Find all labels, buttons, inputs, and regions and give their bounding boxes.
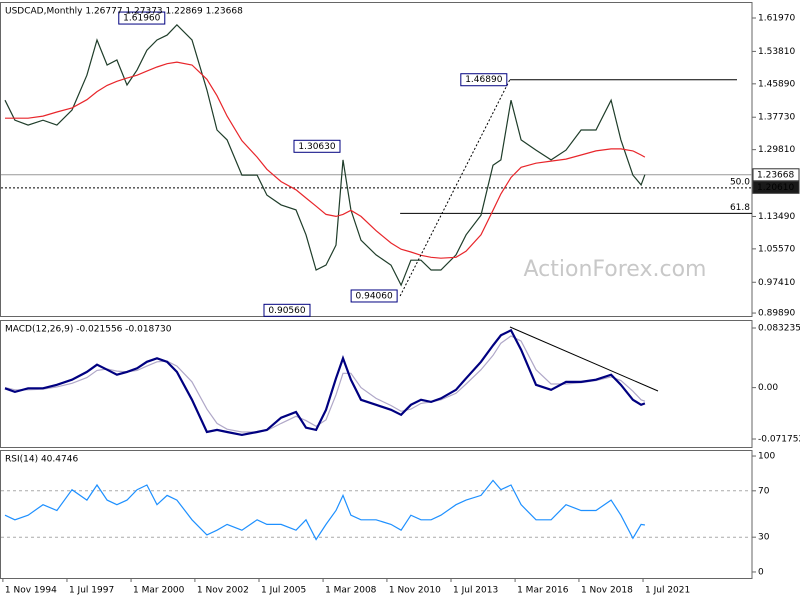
y-tick-label: 1.37730 — [758, 113, 795, 123]
series-line — [4, 328, 646, 437]
y-tick-label: 1.13490 — [758, 212, 795, 222]
price-label-box — [752, 180, 800, 194]
price-label-box — [752, 168, 800, 182]
panel-title: MACD(12,26,9) -0.021556 -0.018730 — [5, 325, 172, 335]
macd-trend-line — [509, 326, 659, 392]
annotation-label: 0.94060 — [356, 291, 393, 301]
panel-frame — [0, 2, 753, 317]
y-tick-label: 30 — [758, 533, 770, 543]
trend-line — [399, 79, 511, 297]
panel-frame — [0, 450, 753, 579]
y-tick-label: -0.071752 — [758, 435, 800, 445]
price-label: 1.23668 — [757, 170, 794, 180]
panel-frame — [0, 320, 753, 448]
annotation-box — [293, 139, 341, 153]
y-tick-label: 0 — [758, 567, 764, 577]
x-tick-label: 1 Jul 2021 — [645, 586, 690, 596]
x-tick-label: 1 Nov 1994 — [5, 586, 57, 596]
series-line — [5, 61, 646, 259]
y-tick-label: 1.29810 — [758, 145, 795, 155]
x-tick-label: 1 Jul 2005 — [261, 586, 306, 596]
y-tick-label: 100 — [758, 452, 775, 462]
annotation-label: 1.30630 — [298, 142, 335, 152]
series-line — [4, 23, 646, 287]
annotation-box — [460, 73, 508, 87]
y-tick-label: 0.083235 — [758, 323, 800, 333]
y-tick-label: 1.05570 — [758, 244, 795, 254]
annotation-label: 1.61960 — [123, 14, 160, 24]
annotation-box — [350, 289, 398, 303]
annotation-box — [118, 11, 166, 25]
annotation-label: 1.46890 — [465, 75, 502, 85]
x-tick-label: 1 Jul 2013 — [453, 586, 498, 596]
x-tick-label: 1 Nov 2018 — [581, 586, 633, 596]
x-tick-label: 1 Mar 2016 — [517, 586, 569, 596]
y-tick-label: 0.89890 — [758, 309, 795, 319]
y-tick-label: 70 — [758, 486, 770, 496]
y-tick-label: 0.97410 — [758, 278, 795, 288]
price-label: 1.20610 — [757, 183, 794, 193]
x-tick-label: 1 Nov 2002 — [197, 586, 249, 596]
y-tick-label: 1.53810 — [758, 47, 795, 57]
series-line — [4, 335, 646, 433]
x-tick-label: 1 Mar 2000 — [133, 586, 185, 596]
panel-title: RSI(14) 40.4746 — [5, 455, 78, 465]
x-tick-label: 1 Nov 2010 — [389, 586, 441, 596]
series-line — [4, 479, 645, 541]
x-tick-label: 1 Jul 1997 — [69, 586, 114, 596]
y-tick-label: 1.61970 — [758, 14, 795, 24]
panel-title: USDCAD,Monthly 1.26777 1.27373 1.22869 1… — [5, 7, 243, 17]
fib-label: 50.0 — [730, 177, 750, 187]
watermark: ActionForex.com — [524, 257, 707, 282]
y-tick-label: 1.45890 — [758, 79, 795, 89]
annotation-box — [263, 303, 311, 317]
x-tick-label: 1 Mar 2008 — [325, 586, 377, 596]
annotation-label: 0.90560 — [268, 306, 305, 316]
fib-label: 61.8 — [730, 203, 750, 213]
y-tick-label: 0.00 — [758, 383, 778, 393]
